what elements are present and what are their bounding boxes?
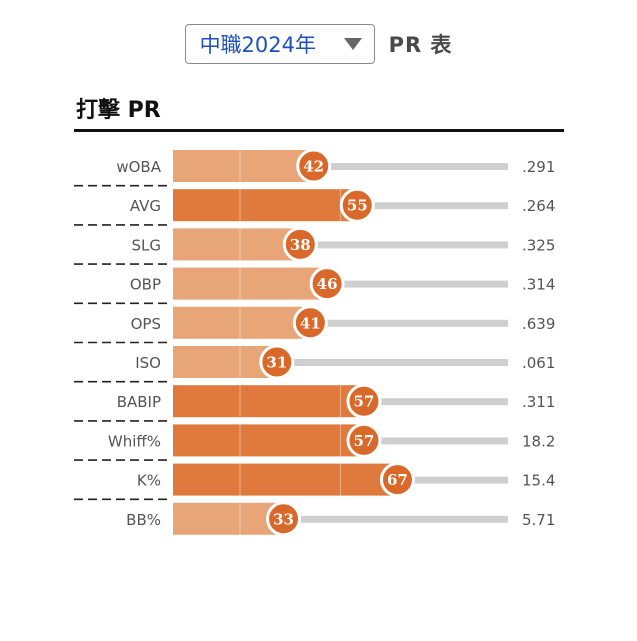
stat-value-label: .264 bbox=[522, 197, 555, 215]
pr-value-label: 38 bbox=[290, 236, 311, 254]
pr-value-label: 57 bbox=[354, 432, 375, 450]
pr-badge bbox=[346, 383, 382, 419]
stat-value-label: 18.2 bbox=[522, 432, 555, 450]
stat-value-label: .325 bbox=[522, 236, 555, 254]
table-title: PR 表 bbox=[388, 33, 453, 57]
pr-badge bbox=[266, 501, 302, 537]
pr-badge bbox=[296, 148, 332, 184]
pr-value-label: 67 bbox=[387, 471, 408, 489]
section-title: 打擊 PR bbox=[76, 98, 161, 123]
pr-badge bbox=[379, 462, 415, 498]
bar bbox=[173, 463, 398, 496]
bar-track bbox=[173, 319, 508, 327]
top-bar: 中職2024年 PR 表 bbox=[0, 22, 637, 66]
stat-value-label: 15.4 bbox=[522, 472, 555, 490]
category-label: ISO bbox=[135, 354, 161, 372]
category-label: BABIP bbox=[117, 393, 161, 411]
caret-down-icon bbox=[343, 38, 362, 50]
bar-track bbox=[173, 241, 508, 249]
bar bbox=[173, 228, 301, 261]
bar bbox=[173, 306, 311, 339]
pr-value-label: 46 bbox=[317, 275, 338, 293]
category-label: OBP bbox=[130, 276, 161, 294]
bar bbox=[173, 424, 364, 457]
pr-badge bbox=[292, 305, 328, 341]
pr-value-label: 42 bbox=[303, 158, 324, 176]
pr-badge bbox=[309, 266, 345, 302]
season-select-label: 中職2024年 bbox=[199, 33, 317, 57]
bar bbox=[173, 150, 314, 182]
stat-value-label: .314 bbox=[522, 276, 555, 294]
bar-track bbox=[173, 515, 508, 523]
stat-value-label: 5.71 bbox=[522, 511, 555, 529]
pr-badge bbox=[346, 422, 382, 458]
category-label: BB% bbox=[126, 511, 161, 529]
pr-badge bbox=[339, 187, 375, 223]
category-label: Whiff% bbox=[108, 432, 161, 450]
bar-track bbox=[173, 163, 508, 170]
category-label: K% bbox=[137, 472, 161, 490]
pr-value-label: 31 bbox=[266, 354, 287, 372]
category-label: wOBA bbox=[116, 158, 161, 176]
category-label: AVG bbox=[130, 197, 161, 215]
bar-track bbox=[173, 359, 508, 366]
bar bbox=[173, 267, 328, 300]
category-label: SLG bbox=[131, 236, 161, 254]
pr-value-label: 41 bbox=[300, 314, 321, 332]
pr-value-label: 33 bbox=[273, 510, 294, 528]
stat-value-label: .291 bbox=[522, 158, 555, 176]
stat-value-label: .639 bbox=[522, 315, 555, 333]
pr-badge bbox=[282, 226, 318, 262]
bar bbox=[173, 385, 364, 418]
pr-value-label: 55 bbox=[347, 197, 368, 215]
category-label: OPS bbox=[131, 315, 161, 333]
stat-value-label: .061 bbox=[522, 354, 555, 372]
section-divider bbox=[74, 129, 564, 132]
pr-value-label: 57 bbox=[354, 393, 375, 411]
bar bbox=[173, 189, 358, 222]
season-select[interactable]: 中職2024年 bbox=[184, 24, 375, 64]
stat-value-label: .311 bbox=[522, 393, 555, 411]
pr-badge bbox=[259, 344, 295, 380]
bar bbox=[173, 502, 284, 535]
